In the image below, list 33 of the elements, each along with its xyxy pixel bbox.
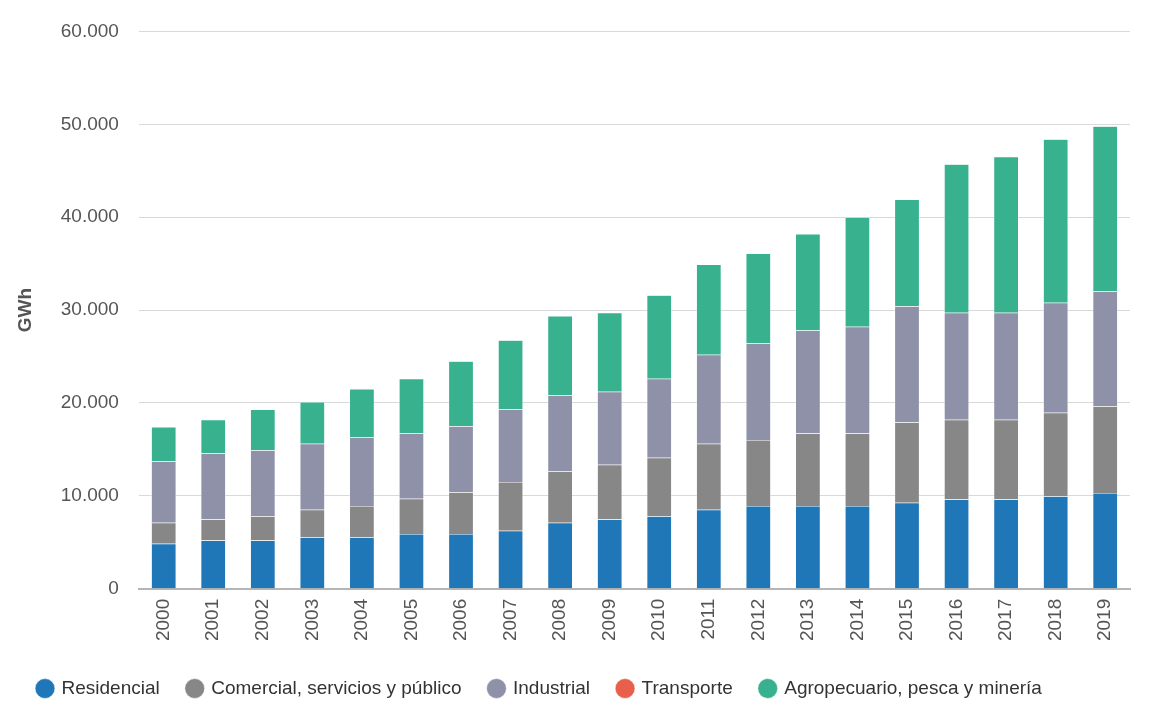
x-tick-label: 2015 — [895, 598, 917, 642]
x-tick-label: 2009 — [597, 598, 619, 642]
legend-label: Comercial, servicios y público — [211, 676, 462, 698]
x-tick-label: 2005 — [399, 598, 421, 642]
x-tick-label: 2017 — [994, 598, 1016, 642]
x-tick-label: 2016 — [944, 598, 966, 642]
y-tick-label: 10.000 — [60, 484, 119, 506]
x-tick-label: 2006 — [449, 598, 471, 642]
legend-label: Transporte — [641, 676, 733, 698]
x-tick-label: 2019 — [1093, 598, 1115, 642]
x-tick-label: 2003 — [300, 598, 322, 642]
y-tick-label: 30.000 — [60, 298, 119, 320]
x-tick-label: 2008 — [548, 598, 570, 642]
y-tick-label: 0 — [108, 576, 119, 598]
y-tick-label: 20.000 — [60, 391, 119, 413]
x-tick-label: 2001 — [201, 598, 223, 642]
legend-label: Industrial — [512, 676, 591, 698]
x-tick-label: 2013 — [796, 598, 818, 642]
x-tick-label: 2011 — [697, 598, 719, 640]
x-tick-label: 2007 — [498, 598, 520, 642]
x-tick-label: 2014 — [845, 598, 867, 642]
x-tick-label: 2012 — [746, 598, 768, 642]
x-tick-label: 2018 — [1043, 598, 1065, 642]
x-tick-label: 2002 — [251, 598, 273, 642]
y-axis-title: GWh — [13, 287, 35, 333]
x-tick-label: 2004 — [350, 598, 372, 642]
y-tick-label: 40.000 — [60, 205, 119, 227]
legend-label: Agropecuario, pesca y minería — [784, 676, 1043, 698]
y-tick-label: 60.000 — [60, 19, 119, 41]
x-tick-label: 2000 — [151, 598, 173, 642]
y-tick-label: 50.000 — [60, 112, 119, 134]
legend-label: Residencial — [61, 676, 160, 698]
x-tick-label: 2010 — [647, 598, 669, 642]
